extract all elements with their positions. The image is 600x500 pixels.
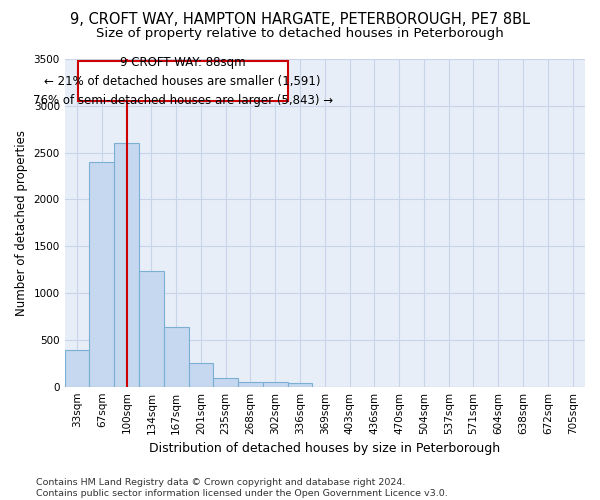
Text: 9 CROFT WAY: 88sqm
← 21% of detached houses are smaller (1,591)
76% of semi-deta: 9 CROFT WAY: 88sqm ← 21% of detached hou… [32,56,332,106]
Bar [263,382,287,386]
Bar [65,350,89,387]
Text: Size of property relative to detached houses in Peterborough: Size of property relative to detached ho… [96,28,504,40]
Bar [114,144,139,386]
Bar [287,384,313,386]
Bar [89,162,114,386]
Bar [77,61,287,101]
Y-axis label: Number of detached properties: Number of detached properties [15,130,28,316]
X-axis label: Distribution of detached houses by size in Peterborough: Distribution of detached houses by size … [149,442,500,455]
Bar [139,270,164,386]
Text: Contains HM Land Registry data © Crown copyright and database right 2024.
Contai: Contains HM Land Registry data © Crown c… [36,478,448,498]
Text: 9, CROFT WAY, HAMPTON HARGATE, PETERBOROUGH, PE7 8BL: 9, CROFT WAY, HAMPTON HARGATE, PETERBORO… [70,12,530,28]
Bar [188,364,214,386]
Bar [164,327,188,386]
Bar [238,382,263,386]
Bar [214,378,238,386]
